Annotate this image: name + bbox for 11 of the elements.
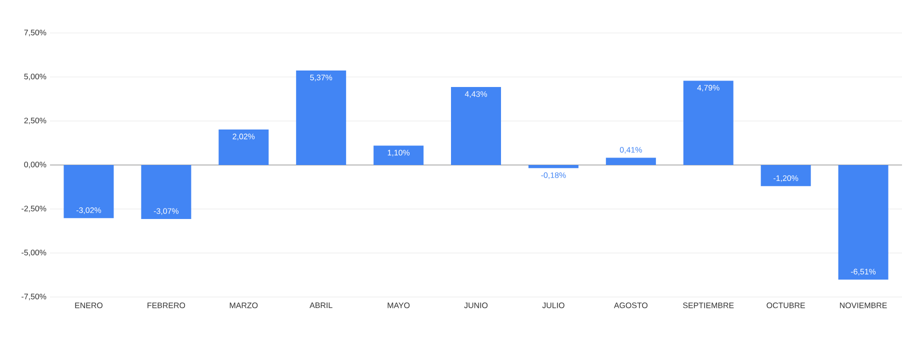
bar (218, 129, 269, 165)
bar (296, 70, 346, 165)
bar (451, 87, 502, 165)
bar (683, 80, 734, 165)
bar (528, 164, 578, 168)
bar (606, 158, 656, 165)
bar (141, 164, 192, 220)
bar (374, 146, 424, 165)
bar (838, 164, 888, 280)
bar (64, 164, 114, 218)
bar (760, 164, 811, 186)
